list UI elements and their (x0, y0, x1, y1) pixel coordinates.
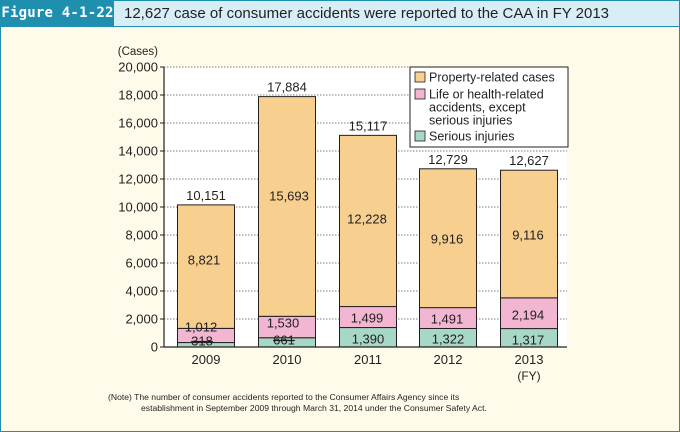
y-tick-label: 0 (151, 340, 158, 355)
x-tick-label: 2010 (273, 352, 302, 367)
y-tick-label: 4,000 (125, 284, 158, 299)
y-axis-unit-label: (Cases) (118, 46, 158, 58)
data-label-life-health: 1,012 (185, 320, 218, 335)
data-label-total: 17,884 (267, 80, 307, 95)
y-tick-label: 12,000 (118, 172, 158, 187)
data-label-serious-injuries: 661 (273, 333, 295, 348)
legend-swatch (414, 71, 426, 83)
data-label-life-health: 1,499 (351, 311, 384, 326)
bar-segment-property (339, 134, 397, 308)
y-tick-label: 16,000 (118, 116, 158, 131)
y-tick-label: 8,000 (125, 228, 158, 243)
data-label-serious-injuries: 318 (191, 334, 213, 349)
footnote-line-1: (Note) The number of consumer accidents … (108, 392, 460, 402)
data-label-total: 10,151 (186, 188, 226, 203)
x-tick-label: 2013 (515, 352, 544, 367)
legend-swatch (414, 130, 426, 142)
data-label-property: 15,693 (269, 189, 309, 204)
data-label-property: 8,821 (188, 253, 221, 268)
data-label-life-health: 1,491 (431, 312, 464, 327)
legend-label: Serious injuries (429, 130, 514, 144)
bar-segment-property (177, 204, 235, 329)
figure-number-label: Figure 4-1-22 (1, 1, 114, 26)
legend-box (409, 66, 569, 148)
bar-segment-property (500, 169, 558, 299)
figure-header: Figure 4-1-22 12,627 case of consumer ac… (1, 1, 679, 27)
data-label-property: 12,228 (347, 212, 387, 227)
data-label-property: 9,116 (512, 228, 544, 243)
data-label-total: 12,729 (428, 152, 468, 167)
y-tick-label: 2,000 (125, 312, 158, 327)
y-tick-label: 18,000 (118, 88, 158, 103)
y-tick-label: 14,000 (118, 144, 158, 159)
x-axis-unit-label: (FY) (517, 369, 540, 383)
x-tick-label: 2011 (354, 352, 382, 367)
y-tick-label: 6,000 (125, 256, 158, 271)
x-tick-label: 2009 (192, 352, 221, 367)
stacked-bar-chart: 0 2,000 4,000 6,000 8,000 10,000 12,000 14,000 1… (118, 46, 569, 383)
data-label-property: 9,916 (431, 232, 464, 247)
x-tick-label: 2012 (434, 352, 463, 367)
data-label-life-health: 2,194 (512, 308, 545, 323)
footnote-line-2: establishment in September 2009 through … (141, 403, 487, 413)
data-label-serious-injuries: 1,322 (432, 332, 465, 347)
y-tick-label: 10,000 (118, 200, 158, 215)
legend-label-line: serious injuries (429, 114, 512, 128)
data-label-life-health: 1,530 (267, 316, 300, 331)
data-label-total: 12,627 (509, 153, 549, 168)
data-label-total: 15,117 (349, 118, 388, 133)
chart-footnote: (Note) The number of consumer accidents … (108, 392, 648, 414)
data-label-serious-injuries: 1,390 (352, 332, 385, 347)
figure-title: 12,627 case of consumer accidents were r… (124, 5, 610, 22)
bar-segment-life-health (500, 297, 558, 330)
legend-label: Property-related cases (429, 71, 555, 85)
bar-segment-property (258, 96, 316, 317)
legend-swatch (414, 88, 426, 100)
bar-segment-property (419, 168, 477, 309)
legend-label-line: accidents, except (429, 101, 526, 115)
y-tick-label: 20,000 (118, 60, 158, 75)
data-label-serious-injuries: 1,317 (512, 333, 545, 348)
legend-label-line: Life or health-related (429, 88, 544, 102)
